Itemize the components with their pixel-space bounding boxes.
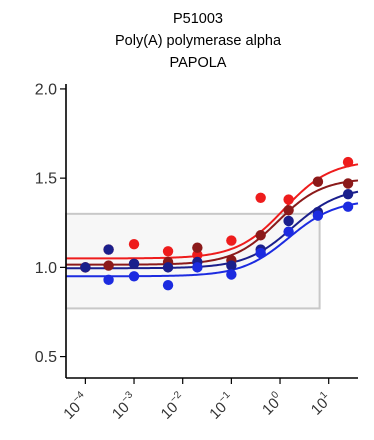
- x-tick-label-6: 101: [306, 389, 335, 418]
- data-point-s4-8: [312, 210, 324, 221]
- data-point-s3-2: [103, 244, 114, 255]
- y-tick-label-1: 0.5: [35, 349, 57, 366]
- x-tick-label-1: 10−4: [59, 389, 93, 423]
- data-point-s1-5: [192, 249, 203, 261]
- data-point-s3-1: [80, 262, 91, 273]
- fit-curve-3: [66, 190, 359, 270]
- y-tick-label-3: 1.5: [35, 171, 57, 188]
- data-point-s1-8: [283, 194, 294, 205]
- fit-curve-4: [66, 202, 359, 278]
- data-point-s4-9: [342, 201, 354, 212]
- x-tick-label-3: 10−2: [156, 389, 190, 423]
- y-tick-label-2: 1.0: [35, 260, 57, 277]
- data-point-s1-10: [342, 156, 354, 168]
- data-point-s1-3: [128, 238, 140, 250]
- data-point-s3-3: [128, 258, 140, 269]
- data-point-s2-10: [342, 178, 354, 189]
- data-point-s2-8: [283, 205, 294, 216]
- data-point-s2-2: [103, 260, 114, 271]
- data-point-s3-6: [226, 260, 237, 271]
- y-tick-label-4: 2.0: [35, 81, 57, 98]
- data-point-s1-4: [162, 246, 174, 257]
- data-point-s3-4: [162, 262, 174, 273]
- data-point-s4-6: [255, 247, 266, 259]
- chart-title-line-3: PAPOLA: [170, 55, 227, 71]
- data-point-s4-2: [128, 271, 140, 282]
- data-point-s3-8: [283, 215, 294, 227]
- data-point-s2-5: [192, 242, 203, 253]
- data-point-s4-5: [226, 269, 237, 280]
- x-tick-label-4: 10−1: [205, 389, 239, 423]
- data-point-s1-7: [255, 192, 266, 203]
- plot-area: 0.5 1.0 1.5 2.0 10−4 10−3 10−2 10−1 100 101: [35, 81, 359, 423]
- x-tick-label-5: 100: [258, 389, 287, 418]
- data-point-s4-4: [192, 262, 203, 273]
- data-point-s3-10: [342, 189, 354, 200]
- chart-title-line-2: Poly(A) polymerase alpha: [115, 33, 282, 49]
- fit-curve-1: [66, 163, 359, 260]
- x-tick-label-2: 10−3: [108, 389, 142, 423]
- data-point-s1-6: [226, 235, 237, 246]
- data-point-s4-1: [103, 274, 114, 286]
- data-point-s2-7: [255, 230, 266, 241]
- chart-title-line-1: P51003: [173, 11, 223, 27]
- data-point-s2-9: [312, 176, 324, 187]
- data-point-s4-7: [283, 226, 294, 237]
- fit-curve-2: [66, 179, 359, 266]
- data-point-s4-3: [162, 280, 174, 291]
